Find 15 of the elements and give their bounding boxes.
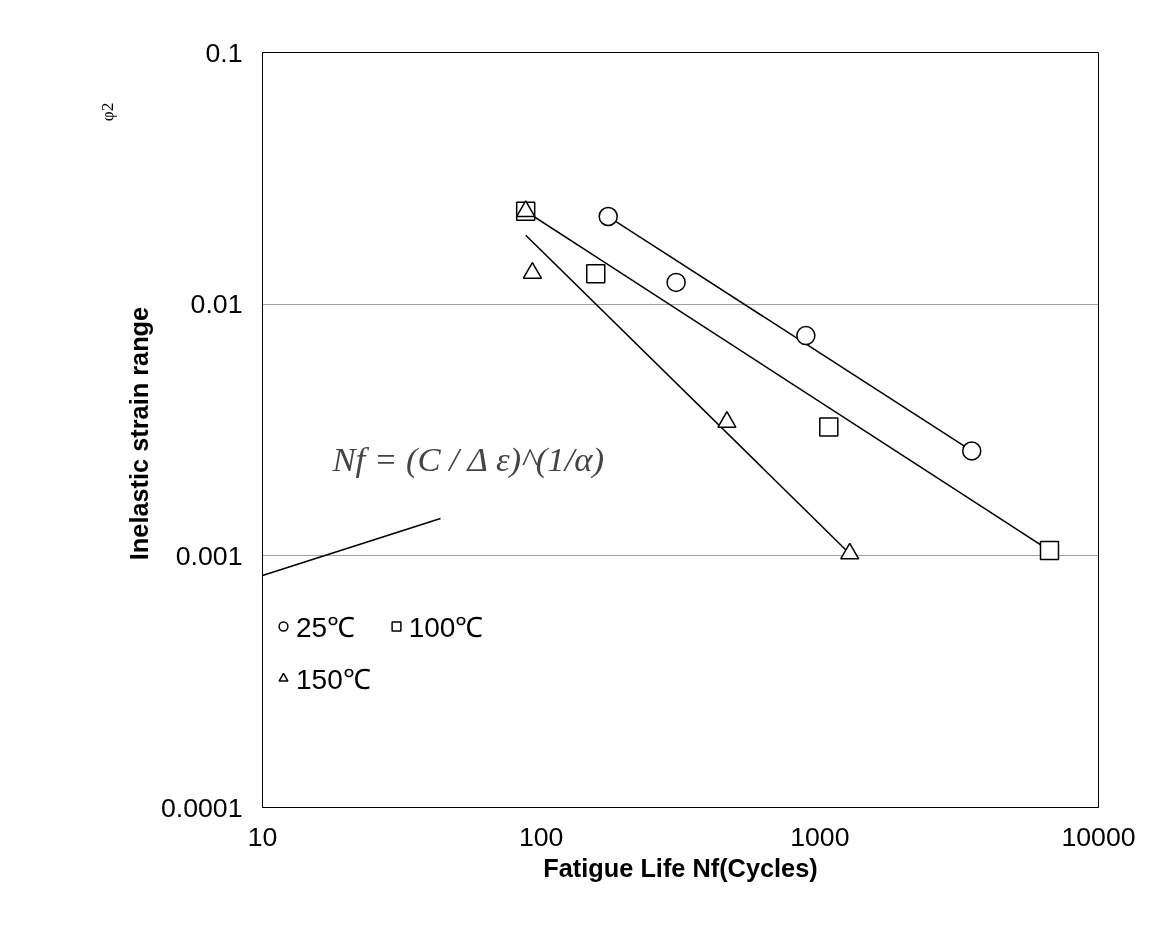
legend-label: 100℃ (408, 611, 484, 645)
x-tick-label: 100 (518, 821, 564, 852)
y-tick-label: 0.0001 (160, 792, 243, 823)
text: φ2 (97, 102, 117, 122)
x-tick-label: 10 (247, 821, 278, 852)
legend-label: 150℃ (296, 663, 371, 697)
y-axis-title: Inelastic strain range (124, 306, 153, 561)
annotation: Nf = (C / Δ ε)^(1/α) (331, 439, 604, 479)
legend-label: 25℃ (296, 611, 356, 645)
y-tick-label: 0.1 (205, 37, 243, 68)
x-tick-label: 10000 (1061, 821, 1136, 852)
y-tick-label: 0.01 (190, 289, 243, 320)
y-tick-label: 0.001 (175, 540, 243, 571)
x-axis-title: Fatigue Life Nf(Cycles) (543, 853, 818, 882)
x-tick-label: 1000 (790, 821, 850, 852)
